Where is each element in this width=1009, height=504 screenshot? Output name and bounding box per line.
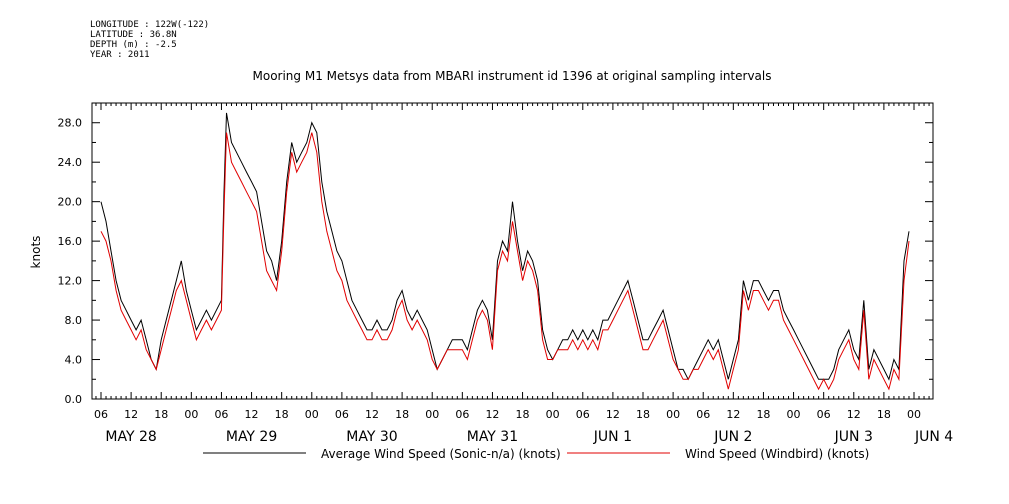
year-text: YEAR : 2011 <box>90 50 150 60</box>
x-tick-label: 18 <box>756 408 770 421</box>
x-tick-label: 12 <box>124 408 138 421</box>
legend-sonic-label: Average Wind Speed (Sonic-n/a) (knots) <box>321 447 561 461</box>
x-tick-label: 12 <box>365 408 379 421</box>
x-tick-label: 00 <box>184 408 198 421</box>
x-tick-label: 12 <box>485 408 499 421</box>
plot-frame <box>91 102 934 400</box>
x-tick-label: 06 <box>817 408 831 421</box>
y-tick-label: 20.0 <box>58 196 83 209</box>
x-tick-label: 12 <box>726 408 740 421</box>
x-tick-label: 12 <box>847 408 861 421</box>
latitude-text: LATITUDE : 36.8N <box>90 30 177 40</box>
day-label: MAY 31 <box>467 429 518 445</box>
x-tick-label: 18 <box>275 408 289 421</box>
x-tick-label: 00 <box>787 408 801 421</box>
x-tick-label: 00 <box>546 408 560 421</box>
depth-text: DEPTH (m) : -2.5 <box>90 40 177 50</box>
longitude-text: LONGITUDE : 122W(-122) <box>90 20 210 30</box>
y-tick-label: 16.0 <box>58 235 83 248</box>
day-label: JUN 3 <box>834 429 873 445</box>
series-windbird-line <box>100 132 910 391</box>
y-tick-label: 8.0 <box>65 314 83 327</box>
x-tick-label: 18 <box>395 408 409 421</box>
x-tick-label: 12 <box>606 408 620 421</box>
y-axis-label: knots <box>29 236 43 269</box>
day-label: MAY 30 <box>346 429 397 445</box>
day-label: JUN 4 <box>914 429 953 445</box>
x-tick-label: 06 <box>576 408 590 421</box>
y-tick-label: 4.0 <box>65 354 83 367</box>
y-tick-label: 0.0 <box>65 393 83 406</box>
y-tick-label: 28.0 <box>58 117 83 130</box>
x-tick-label: 06 <box>94 408 108 421</box>
day-label: JUN 1 <box>593 429 632 445</box>
x-tick-label: 00 <box>425 408 439 421</box>
x-tick-label: 18 <box>516 408 530 421</box>
day-label: JUN 2 <box>713 429 752 445</box>
x-tick-label: 00 <box>305 408 319 421</box>
x-tick-label: 18 <box>636 408 650 421</box>
day-label: MAY 29 <box>226 429 277 445</box>
x-tick-label: 18 <box>154 408 168 421</box>
legend-windbird-label: Wind Speed (Windbird) (knots) <box>685 447 869 461</box>
x-tick-label: 06 <box>335 408 349 421</box>
series-sonic-line <box>100 112 910 381</box>
chart-title: Mooring M1 Metsys data from MBARI instru… <box>253 69 772 83</box>
y-tick-label: 24.0 <box>58 156 83 169</box>
x-tick-label: 06 <box>455 408 469 421</box>
x-tick-label: 06 <box>696 408 710 421</box>
x-tick-label: 00 <box>907 408 921 421</box>
metadata-block: LONGITUDE : 122W(-122) LATITUDE : 36.8N … <box>90 20 209 60</box>
x-tick-label: 00 <box>666 408 680 421</box>
y-tick-label: 12.0 <box>58 275 83 288</box>
day-label: MAY 28 <box>105 429 156 445</box>
x-tick-label: 06 <box>214 408 228 421</box>
x-tick-label: 12 <box>245 408 259 421</box>
x-tick-label: 18 <box>877 408 891 421</box>
